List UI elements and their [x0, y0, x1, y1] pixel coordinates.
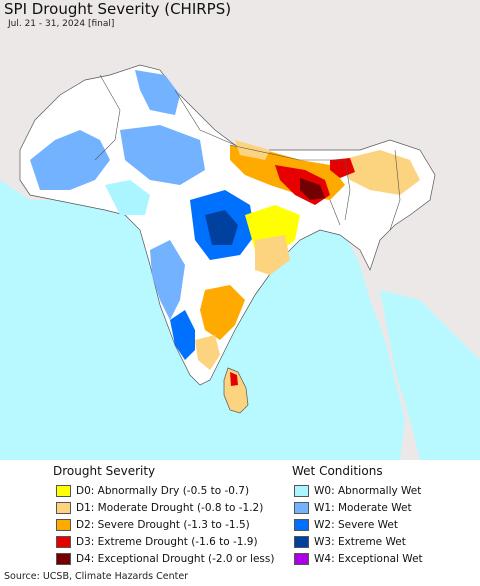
legend-item-w2: W2: Severe Wet	[294, 518, 398, 532]
legend-label-w4: W4: Exceptional Wet	[314, 553, 423, 565]
legend-item-d0: D0: Abnormally Dry (-0.5 to -0.7)	[56, 484, 249, 498]
legend: Drought Severity Wet Conditions D0: Abno…	[0, 460, 480, 568]
legend-label-w3: W3: Extreme Wet	[314, 536, 406, 548]
legend-item-d2: D2: Severe Drought (-1.3 to -1.5)	[56, 518, 250, 532]
legend-wet-heading: Wet Conditions	[292, 464, 383, 478]
sri-lanka	[223, 367, 249, 414]
wet-northwest	[30, 130, 110, 190]
legend-swatch-w4	[294, 553, 309, 565]
legend-swatch-d0	[56, 485, 71, 497]
legend-swatch-d1	[56, 502, 71, 514]
map-subtitle: Jul. 21 - 31, 2024 [final]	[8, 19, 115, 29]
sri-lanka-dry	[230, 372, 238, 386]
legend-swatch-w2	[294, 519, 309, 531]
wet-central-core	[205, 210, 238, 245]
wet-central-west	[120, 125, 205, 185]
drought-southeast-coast	[200, 285, 245, 340]
legend-item-w1: W1: Moderate Wet	[294, 501, 412, 515]
drought-south-tip	[195, 335, 220, 370]
legend-item-w4: W4: Exceptional Wet	[294, 552, 423, 566]
bay-east-ocean	[380, 290, 480, 460]
legend-item-w3: W3: Extreme Wet	[294, 535, 406, 549]
legend-swatch-w3	[294, 536, 309, 548]
border-lines	[94, 74, 401, 231]
legend-swatch-d3	[56, 536, 71, 548]
legend-label-d1: D1: Moderate Drought (-0.8 to -1.2)	[76, 502, 264, 514]
drought-northeast-exceptional	[300, 178, 325, 200]
wet-south-west	[170, 310, 195, 360]
legend-label-d2: D2: Severe Drought (-1.3 to -1.5)	[76, 519, 250, 531]
ocean	[0, 180, 405, 460]
drought-central-east-moderate	[255, 235, 290, 275]
legend-item-d4: D4: Exceptional Drought (-2.0 or less)	[56, 552, 274, 566]
legend-label-w2: W2: Severe Wet	[314, 519, 398, 531]
legend-label-w0: W0: Abnormally Wet	[314, 485, 422, 497]
drought-bhutan	[330, 158, 355, 178]
legend-item-d1: D1: Moderate Drought (-0.8 to -1.2)	[56, 501, 263, 515]
drought-east	[340, 150, 420, 195]
legend-label-d3: D3: Extreme Drought (-1.6 to -1.9)	[76, 536, 258, 548]
legend-swatch-d4	[56, 553, 71, 565]
wet-west-coast	[150, 240, 185, 320]
map-title: SPI Drought Severity (CHIRPS)	[4, 0, 232, 18]
legend-swatch-w0	[294, 485, 309, 497]
wet-northwest-light	[105, 180, 150, 215]
legend-drought-heading: Drought Severity	[53, 464, 156, 478]
legend-label-w1: W1: Moderate Wet	[314, 502, 412, 514]
source-credit: Source: UCSB, Climate Hazards Center	[4, 571, 189, 582]
legend-label-d0: D0: Abnormally Dry (-0.5 to -0.7)	[76, 485, 250, 497]
legend-swatch-d2	[56, 519, 71, 531]
legend-swatch-w1	[294, 502, 309, 514]
drought-map	[0, 0, 480, 460]
legend-label-d4: D4: Exceptional Drought (-2.0 or less)	[76, 553, 275, 565]
legend-item-d3: D3: Extreme Drought (-1.6 to -1.9)	[56, 535, 258, 549]
legend-item-w0: W0: Abnormally Wet	[294, 484, 421, 498]
wet-north	[135, 70, 180, 115]
